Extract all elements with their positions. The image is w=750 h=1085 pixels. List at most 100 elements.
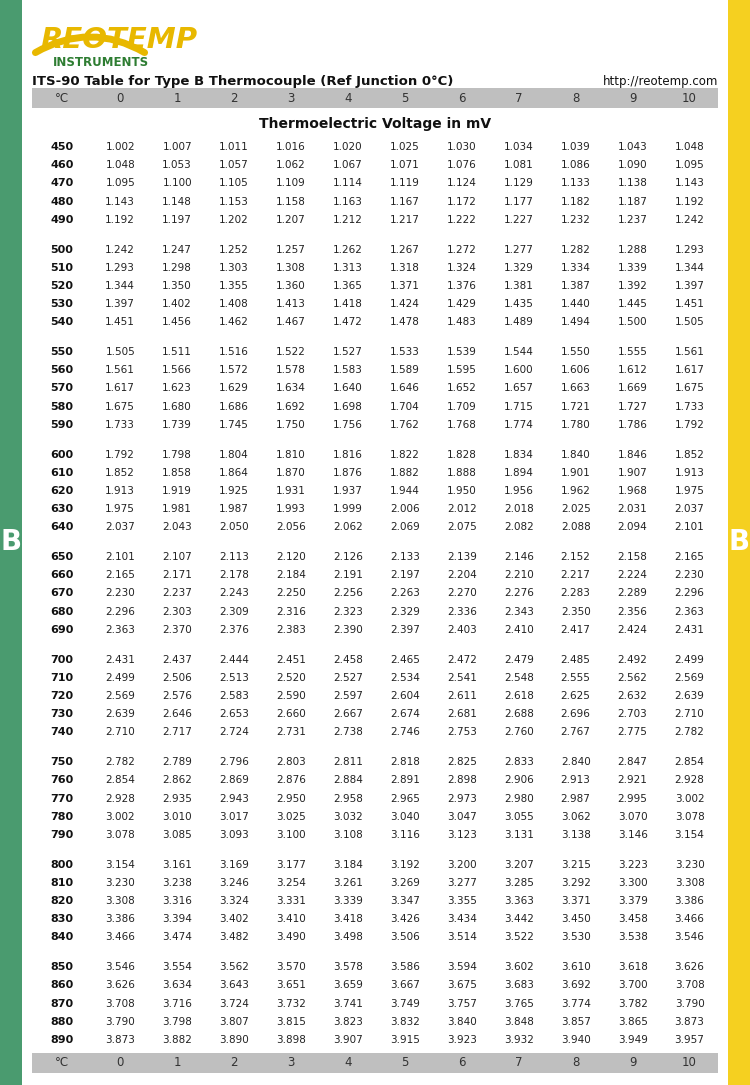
Text: 2.062: 2.062 <box>333 522 363 533</box>
Text: 1.505: 1.505 <box>105 347 135 357</box>
Text: 3.363: 3.363 <box>504 896 534 906</box>
Text: 2.710: 2.710 <box>105 727 135 738</box>
Text: 1.020: 1.020 <box>333 142 363 152</box>
Text: 2.611: 2.611 <box>447 691 477 701</box>
Text: 2.995: 2.995 <box>618 793 647 804</box>
Text: 1.313: 1.313 <box>333 263 363 272</box>
Text: 530: 530 <box>50 299 74 309</box>
Text: 560: 560 <box>50 366 74 375</box>
Text: 3.482: 3.482 <box>219 932 249 943</box>
Text: 1.750: 1.750 <box>276 420 306 430</box>
Text: 2.075: 2.075 <box>447 522 477 533</box>
Text: 1.202: 1.202 <box>219 215 249 225</box>
Text: 1.600: 1.600 <box>504 366 533 375</box>
Text: 2.133: 2.133 <box>390 552 420 562</box>
Text: 2.590: 2.590 <box>276 691 306 701</box>
Text: 1.745: 1.745 <box>219 420 249 430</box>
Text: 2.146: 2.146 <box>504 552 534 562</box>
Text: 870: 870 <box>50 998 74 1009</box>
Text: 3.643: 3.643 <box>219 981 249 991</box>
Text: 1.975: 1.975 <box>105 505 135 514</box>
Text: 2.717: 2.717 <box>162 727 192 738</box>
Text: 2.356: 2.356 <box>618 607 647 616</box>
Text: 2.840: 2.840 <box>561 757 590 767</box>
Text: 2.632: 2.632 <box>618 691 647 701</box>
Text: 1.768: 1.768 <box>447 420 477 430</box>
Text: 1.153: 1.153 <box>219 196 249 206</box>
Text: 2.555: 2.555 <box>561 673 590 682</box>
Text: 2.472: 2.472 <box>447 654 477 665</box>
Text: 1.888: 1.888 <box>447 468 477 477</box>
Text: 1.828: 1.828 <box>447 449 477 460</box>
Text: 1.709: 1.709 <box>447 401 477 411</box>
Text: 1.293: 1.293 <box>105 263 135 272</box>
Text: 3.514: 3.514 <box>447 932 477 943</box>
Text: 3.626: 3.626 <box>674 962 704 972</box>
Text: 2.276: 2.276 <box>504 588 534 599</box>
Text: 3.308: 3.308 <box>105 896 135 906</box>
Text: 2.094: 2.094 <box>618 522 647 533</box>
Text: 3.757: 3.757 <box>447 998 477 1009</box>
Text: 2.363: 2.363 <box>674 607 704 616</box>
Text: 3.200: 3.200 <box>447 859 477 870</box>
Text: 1.143: 1.143 <box>105 196 135 206</box>
Text: 1.095: 1.095 <box>675 161 704 170</box>
Text: 1.418: 1.418 <box>333 299 363 309</box>
Text: °C: °C <box>55 1057 69 1070</box>
Text: 2.350: 2.350 <box>561 607 590 616</box>
FancyArrowPatch shape <box>35 37 145 52</box>
Text: 1.663: 1.663 <box>561 383 590 394</box>
Text: 3.062: 3.062 <box>561 812 590 821</box>
Text: 1.344: 1.344 <box>105 281 135 291</box>
Text: 1.834: 1.834 <box>504 449 534 460</box>
Text: 1.533: 1.533 <box>390 347 420 357</box>
Text: 2.906: 2.906 <box>504 776 533 786</box>
Text: 3: 3 <box>287 1057 295 1070</box>
Text: 4: 4 <box>344 1057 352 1070</box>
Text: 3.215: 3.215 <box>561 859 590 870</box>
Text: 2.243: 2.243 <box>219 588 249 599</box>
Text: 3.716: 3.716 <box>162 998 192 1009</box>
Text: 3.108: 3.108 <box>333 830 363 840</box>
Text: 2.869: 2.869 <box>219 776 249 786</box>
Text: 1.876: 1.876 <box>333 468 363 477</box>
Text: 1.007: 1.007 <box>162 142 192 152</box>
Text: 1.937: 1.937 <box>333 486 363 496</box>
Text: 1.925: 1.925 <box>219 486 249 496</box>
Text: 2.891: 2.891 <box>390 776 420 786</box>
Text: 3.898: 3.898 <box>276 1035 306 1045</box>
Text: 3.626: 3.626 <box>105 981 135 991</box>
Text: 1.919: 1.919 <box>162 486 192 496</box>
Text: 1: 1 <box>173 91 181 104</box>
Text: 830: 830 <box>50 915 74 924</box>
Text: 2.928: 2.928 <box>674 776 704 786</box>
Text: 1.424: 1.424 <box>390 299 420 309</box>
Text: 2.343: 2.343 <box>504 607 534 616</box>
Text: 1.053: 1.053 <box>162 161 192 170</box>
Text: 2.101: 2.101 <box>675 522 704 533</box>
Text: 3.040: 3.040 <box>390 812 420 821</box>
Text: 2.738: 2.738 <box>333 727 363 738</box>
Text: 1.217: 1.217 <box>390 215 420 225</box>
Text: 3.923: 3.923 <box>447 1035 477 1045</box>
Text: 1.090: 1.090 <box>618 161 647 170</box>
Text: 1.578: 1.578 <box>276 366 306 375</box>
Text: 1.852: 1.852 <box>105 468 135 477</box>
Text: 2.113: 2.113 <box>219 552 249 562</box>
Text: 1.324: 1.324 <box>447 263 477 272</box>
Text: 1.858: 1.858 <box>162 468 192 477</box>
Text: 2.383: 2.383 <box>276 625 306 635</box>
Text: 550: 550 <box>50 347 74 357</box>
Text: 520: 520 <box>50 281 74 291</box>
Text: 1.016: 1.016 <box>276 142 306 152</box>
Text: 2.025: 2.025 <box>561 505 590 514</box>
Text: 1.894: 1.894 <box>504 468 534 477</box>
Text: 1.227: 1.227 <box>504 215 534 225</box>
Text: 1.774: 1.774 <box>504 420 534 430</box>
Text: 1.329: 1.329 <box>504 263 534 272</box>
Text: 2.943: 2.943 <box>219 793 249 804</box>
Text: 1.846: 1.846 <box>618 449 647 460</box>
Text: 1.392: 1.392 <box>618 281 647 291</box>
Text: 3.386: 3.386 <box>674 896 704 906</box>
Text: 3.161: 3.161 <box>162 859 192 870</box>
